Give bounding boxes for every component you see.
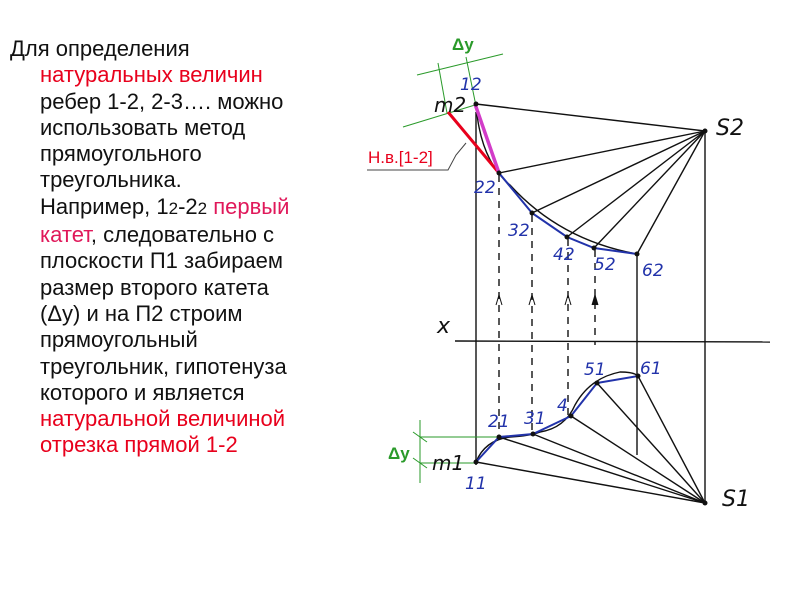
text-line: Например, 12-22 первый	[10, 194, 355, 222]
text-line: Для определения	[10, 36, 190, 61]
text-line: ребер 1-2, 2-3…. можно	[40, 88, 284, 114]
text-line: использовать метод	[40, 114, 246, 140]
black-labels: m2 m1 S2 S1	[432, 93, 750, 512]
text-line: катет, следовательно с	[10, 222, 355, 248]
text-highlight: катет	[40, 222, 91, 248]
subscript: 2	[197, 198, 208, 218]
label-5-1: 51	[584, 360, 606, 380]
delta-y-top-label: Δy	[452, 35, 474, 54]
nv-leader-line	[367, 142, 467, 171]
dashed-projection-lines	[498, 175, 596, 437]
subscript: 2	[168, 198, 179, 218]
front-view-rays	[475, 103, 706, 255]
text-line-highlight: натуральных величин	[40, 62, 263, 88]
label-2-1: 21	[488, 412, 510, 432]
text-line-highlight: натуральной величиной	[40, 406, 286, 432]
nv-label: Н.в.[1-2]	[368, 148, 433, 167]
label-1-2: 12	[460, 75, 482, 95]
label-m1: m1	[432, 451, 464, 475]
axis-x-label: x	[436, 314, 451, 339]
top-view-curve	[475, 371, 639, 463]
x-axis	[454, 340, 771, 343]
front-view-curve	[475, 103, 638, 255]
text-line: прямоугольного	[40, 141, 202, 167]
text-span: Например, 1	[40, 193, 169, 219]
text-line: плоскости П1 забираем	[40, 248, 284, 274]
label-s2: S2	[716, 116, 744, 141]
delta-y-construction	[402, 53, 504, 483]
text-line: прямоугольный	[40, 327, 198, 353]
delta-y-bottom-label: Δy	[388, 444, 410, 463]
points	[473, 101, 708, 506]
first-leg-segment	[473, 103, 501, 174]
label-s1: S1	[722, 487, 750, 512]
label-4-2: 42	[553, 245, 575, 265]
label-3-2: 32	[508, 221, 530, 241]
label-6-1: 61	[640, 359, 662, 379]
text-line: треугольника.	[40, 167, 182, 193]
top-view-rays	[475, 375, 706, 504]
text-span: -2	[178, 193, 198, 219]
construction-lines	[454, 103, 771, 505]
point-labels: 12 22 32 42 52 62 11 21 31 4 51 61	[460, 75, 664, 494]
label-3-1: 31	[524, 409, 546, 429]
label-4-1: 4	[557, 396, 568, 416]
label-2-2: 22	[474, 178, 496, 198]
true-length-hypotenuse	[446, 111, 501, 174]
text-span: , следовательно с	[90, 222, 275, 248]
text-line: треугольник, гипотенуза	[40, 353, 287, 379]
label-6-2: 62	[642, 261, 664, 281]
label-m2: m2	[434, 93, 466, 117]
text-line: которого и является	[40, 379, 245, 405]
text-line: размер второго катета	[40, 274, 269, 300]
label-1-1: 11	[465, 474, 487, 494]
text-highlight: первый	[207, 193, 290, 219]
label-5-2: 52	[594, 255, 616, 275]
text-line-highlight: отрезка прямой 1-2	[40, 432, 238, 458]
vertical-arrows	[495, 293, 599, 306]
explanation-text: Для определения натуральных величин ребе…	[10, 36, 355, 459]
text-line: (Δу) и на П2 строим	[40, 300, 243, 326]
